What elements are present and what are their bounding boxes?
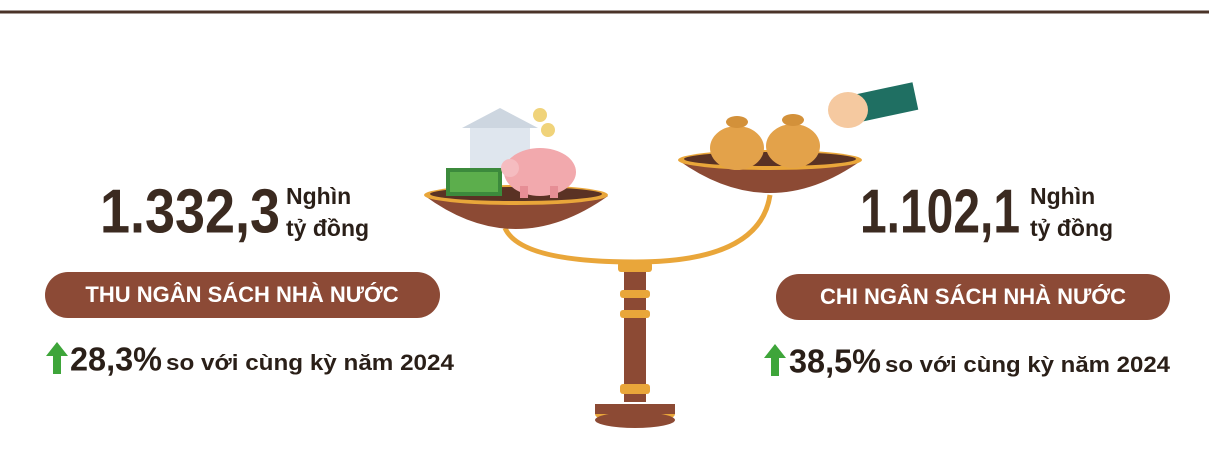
right-label: CHI NGÂN SÁCH NHÀ NƯỚC: [820, 284, 1126, 309]
left-change: 28,3%: [70, 341, 162, 378]
right-value: 1.102,1: [860, 177, 1020, 246]
right-up-arrow: [764, 344, 786, 376]
left-unit-line1: Nghìn: [286, 183, 351, 209]
left-unit-line2: tỷ đồng: [286, 215, 369, 241]
left-comparison: so với cùng kỳ năm 2024: [166, 350, 455, 375]
right-change: 38,5%: [789, 343, 881, 380]
left-value: 1.332,3: [100, 177, 280, 246]
right-unit-line2: tỷ đồng: [1030, 215, 1113, 241]
right-label-pill: [776, 274, 1170, 320]
balance-scale: [424, 82, 919, 428]
left-label-pill: [45, 272, 440, 318]
right-comparison: so với cùng kỳ năm 2024: [885, 352, 1171, 377]
left-up-arrow: [46, 342, 68, 374]
left-label: THU NGÂN SÁCH NHÀ NƯỚC: [85, 282, 398, 307]
right-unit-line1: Nghìn: [1030, 183, 1095, 209]
